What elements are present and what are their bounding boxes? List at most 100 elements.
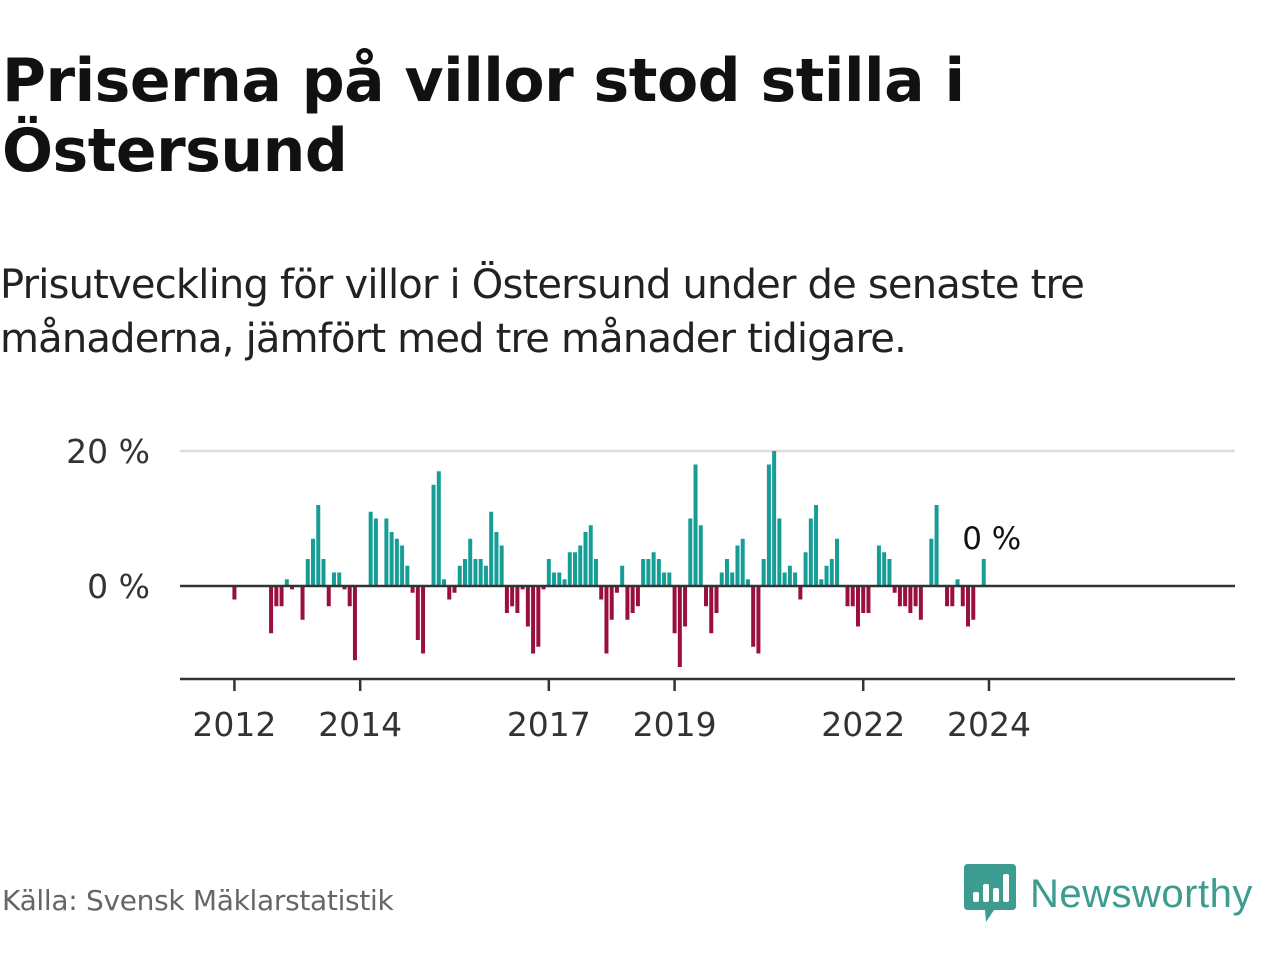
bar xyxy=(908,586,913,613)
bar xyxy=(876,545,881,586)
bar xyxy=(567,552,572,586)
bar xyxy=(483,565,488,586)
bar xyxy=(620,565,625,586)
bar xyxy=(436,471,441,586)
bar xyxy=(960,586,965,607)
bar xyxy=(777,518,782,586)
bar xyxy=(719,572,724,586)
bar xyxy=(269,586,274,634)
bar xyxy=(641,559,646,586)
bar xyxy=(714,586,719,613)
bar xyxy=(279,586,284,607)
bar xyxy=(887,559,892,586)
newsworthy-logo-icon xyxy=(964,864,1016,922)
bar xyxy=(955,579,960,586)
bar xyxy=(604,586,609,654)
x-tick-label: 2014 xyxy=(318,705,402,744)
bar xyxy=(693,464,698,586)
bar xyxy=(782,572,787,586)
bar xyxy=(373,518,378,586)
bar xyxy=(798,586,803,600)
bar xyxy=(625,586,630,620)
bar xyxy=(635,586,640,607)
y-tick-label: 0 % xyxy=(87,567,150,606)
bar xyxy=(316,505,321,586)
bar xyxy=(389,532,394,586)
bar xyxy=(772,451,777,586)
bar xyxy=(704,586,709,607)
bar xyxy=(337,572,342,586)
bar xyxy=(588,525,593,586)
bar xyxy=(892,586,897,593)
bar xyxy=(562,579,567,586)
last-value-label: 0 % xyxy=(962,521,1021,557)
bar xyxy=(394,538,399,586)
bar xyxy=(845,586,850,607)
bars-layer xyxy=(232,451,986,667)
bar xyxy=(305,559,310,586)
bar xyxy=(651,552,656,586)
bar xyxy=(531,586,536,654)
bar xyxy=(541,586,546,590)
bar xyxy=(457,565,462,586)
bar xyxy=(368,511,373,586)
x-tick-label: 2024 xyxy=(947,705,1031,744)
x-tick-label: 2017 xyxy=(507,705,591,744)
bar xyxy=(745,579,750,586)
bar xyxy=(468,538,473,586)
bar xyxy=(321,559,326,586)
bar xyxy=(510,586,515,607)
bar xyxy=(326,586,331,607)
bar xyxy=(405,565,410,586)
bar xyxy=(735,545,740,586)
bar xyxy=(232,586,237,600)
bar xyxy=(866,586,871,613)
x-tick-label: 2019 xyxy=(633,705,717,744)
bar xyxy=(557,572,562,586)
bar xyxy=(478,559,483,586)
bar xyxy=(656,559,661,586)
bar xyxy=(971,586,976,620)
bar xyxy=(504,586,509,613)
bar xyxy=(751,586,756,647)
bar xyxy=(803,552,808,586)
bar xyxy=(630,586,635,613)
bar xyxy=(347,586,352,607)
chart-title: Priserna på villor stod stilla i Östersu… xyxy=(2,46,965,186)
bar xyxy=(683,586,688,627)
bar xyxy=(400,545,405,586)
bar xyxy=(452,586,457,593)
bar xyxy=(573,552,578,586)
bar xyxy=(578,545,583,586)
brand[interactable]: Newsworthy xyxy=(964,864,1253,924)
bar xyxy=(300,586,305,620)
bar xyxy=(829,559,834,586)
bar xyxy=(609,586,614,620)
bar xyxy=(499,545,504,586)
bar xyxy=(882,552,887,586)
bar xyxy=(688,518,693,586)
bar xyxy=(536,586,541,647)
bar xyxy=(793,572,798,586)
bar xyxy=(766,464,771,586)
bar xyxy=(756,586,761,654)
bar xyxy=(546,559,551,586)
labels-layer: 0 % 20 % 2012 2014 2017 2019 2022 2024 0 % xyxy=(66,432,1031,744)
bar xyxy=(442,579,447,586)
x-tick-label: 2012 xyxy=(192,705,276,744)
bar xyxy=(897,586,902,607)
bar xyxy=(352,586,357,661)
bar xyxy=(489,511,494,586)
bar xyxy=(677,586,682,667)
bar xyxy=(787,565,792,586)
bar xyxy=(410,586,415,593)
bar xyxy=(981,559,986,586)
bar xyxy=(950,586,955,607)
chart-subtitle: Prisutveckling för villor i Östersund un… xyxy=(0,262,1085,362)
bar xyxy=(850,586,855,607)
bar xyxy=(672,586,677,634)
bar xyxy=(593,559,598,586)
bar xyxy=(614,586,619,593)
bar xyxy=(855,586,860,627)
